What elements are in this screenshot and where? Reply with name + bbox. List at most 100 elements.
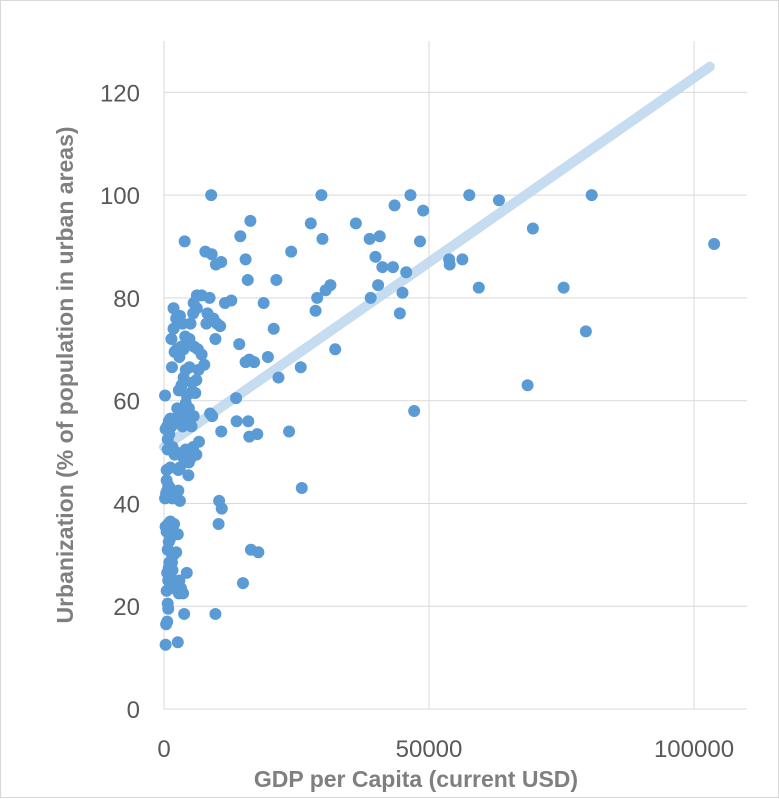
- data-point: [167, 322, 180, 335]
- data-point: [244, 214, 257, 227]
- data-point: [195, 348, 208, 361]
- data-point: [526, 222, 539, 235]
- data-point: [316, 232, 329, 245]
- data-point: [708, 237, 721, 250]
- data-point: [230, 392, 243, 405]
- data-point: [234, 230, 247, 243]
- data-point: [183, 361, 196, 374]
- data-point: [363, 232, 376, 245]
- data-point: [408, 404, 421, 417]
- data-point: [239, 253, 252, 266]
- data-point: [557, 281, 570, 294]
- data-point: [257, 297, 270, 310]
- data-point: [180, 566, 193, 579]
- data-point: [172, 484, 185, 497]
- data-point: [329, 343, 342, 356]
- data-point: [373, 230, 386, 243]
- data-point: [206, 410, 219, 423]
- data-point: [261, 351, 274, 364]
- data-point: [267, 322, 280, 335]
- data-point: [161, 597, 174, 610]
- data-point: [364, 291, 377, 304]
- data-point: [369, 250, 382, 263]
- data-point: [585, 189, 598, 202]
- data-point: [236, 577, 249, 590]
- data-point: [315, 189, 328, 202]
- data-point: [372, 279, 385, 292]
- data-point: [283, 425, 296, 438]
- data-point: [173, 494, 186, 507]
- data-point: [295, 482, 308, 495]
- data-point: [189, 386, 202, 399]
- data-point: [251, 428, 264, 441]
- data-point: [171, 528, 184, 541]
- data-point: [177, 587, 190, 600]
- data-point: [165, 333, 178, 346]
- data-point: [309, 304, 322, 317]
- y-tick-label: 120: [100, 80, 140, 107]
- data-point: [456, 253, 469, 266]
- data-points: [159, 189, 721, 651]
- x-axis-title: GDP per Capita (current USD): [254, 766, 578, 792]
- x-tick-label: 0: [157, 736, 170, 763]
- y-tick-label: 40: [113, 491, 140, 518]
- data-point: [521, 379, 534, 392]
- data-point: [349, 217, 362, 230]
- data-point: [178, 607, 191, 620]
- data-point: [205, 248, 218, 261]
- data-point: [579, 325, 592, 338]
- x-tick-labels: 0 50000 100000: [157, 736, 734, 763]
- data-point: [230, 415, 243, 428]
- data-point: [205, 189, 218, 202]
- trendline: [159, 61, 715, 452]
- data-point: [215, 255, 228, 268]
- data-point: [187, 410, 200, 423]
- data-point: [173, 461, 186, 474]
- data-point: [209, 333, 222, 346]
- data-point: [170, 546, 183, 559]
- data-point: [161, 615, 174, 628]
- data-point: [159, 638, 172, 651]
- y-tick-label: 100: [100, 183, 140, 210]
- data-point: [178, 235, 191, 248]
- y-tick-label: 60: [113, 389, 140, 416]
- y-tick-label: 20: [113, 594, 140, 621]
- data-point: [168, 518, 181, 531]
- data-point: [209, 607, 222, 620]
- data-point: [388, 199, 401, 212]
- y-tick-label: 0: [127, 697, 140, 724]
- data-point: [182, 469, 195, 482]
- data-point: [159, 389, 172, 402]
- data-point: [492, 194, 505, 207]
- data-point: [179, 330, 192, 343]
- data-point: [241, 273, 254, 286]
- data-point: [376, 261, 389, 274]
- data-point: [272, 371, 285, 384]
- data-point: [215, 425, 228, 438]
- data-point: [167, 302, 180, 315]
- x-tick-label: 100000: [654, 736, 734, 763]
- data-point: [203, 291, 216, 304]
- data-point: [294, 361, 307, 374]
- data-point: [184, 317, 197, 330]
- data-point: [404, 189, 417, 202]
- y-tick-labels: 0 20 40 60 80 100 120: [100, 80, 140, 724]
- data-point: [198, 358, 211, 371]
- data-point: [417, 204, 430, 217]
- data-point: [393, 307, 406, 320]
- data-point: [270, 273, 283, 286]
- data-point: [311, 291, 324, 304]
- data-point: [225, 294, 238, 307]
- data-point: [212, 518, 225, 531]
- data-point: [190, 374, 203, 387]
- data-point: [171, 636, 184, 649]
- data-point: [396, 286, 409, 299]
- data-point: [242, 415, 255, 428]
- data-point: [413, 235, 426, 248]
- trendline-group: [159, 61, 715, 452]
- data-point: [324, 279, 337, 292]
- data-point: [166, 564, 179, 577]
- y-tick-label: 80: [113, 286, 140, 313]
